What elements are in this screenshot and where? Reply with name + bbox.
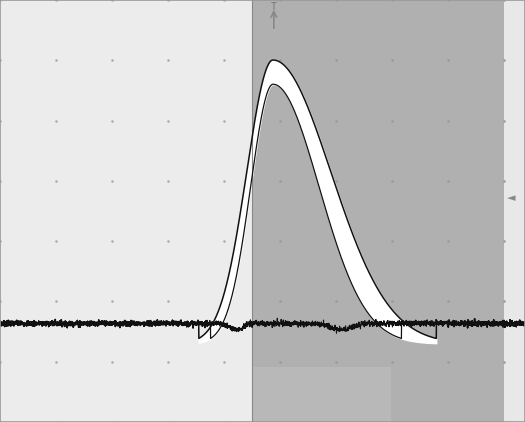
Bar	[252, 367, 391, 422]
Text: ◄: ◄	[507, 193, 515, 203]
Bar	[252, 0, 504, 422]
Bar	[504, 0, 525, 422]
Bar	[0, 0, 252, 422]
Text: T: T	[271, 2, 277, 12]
